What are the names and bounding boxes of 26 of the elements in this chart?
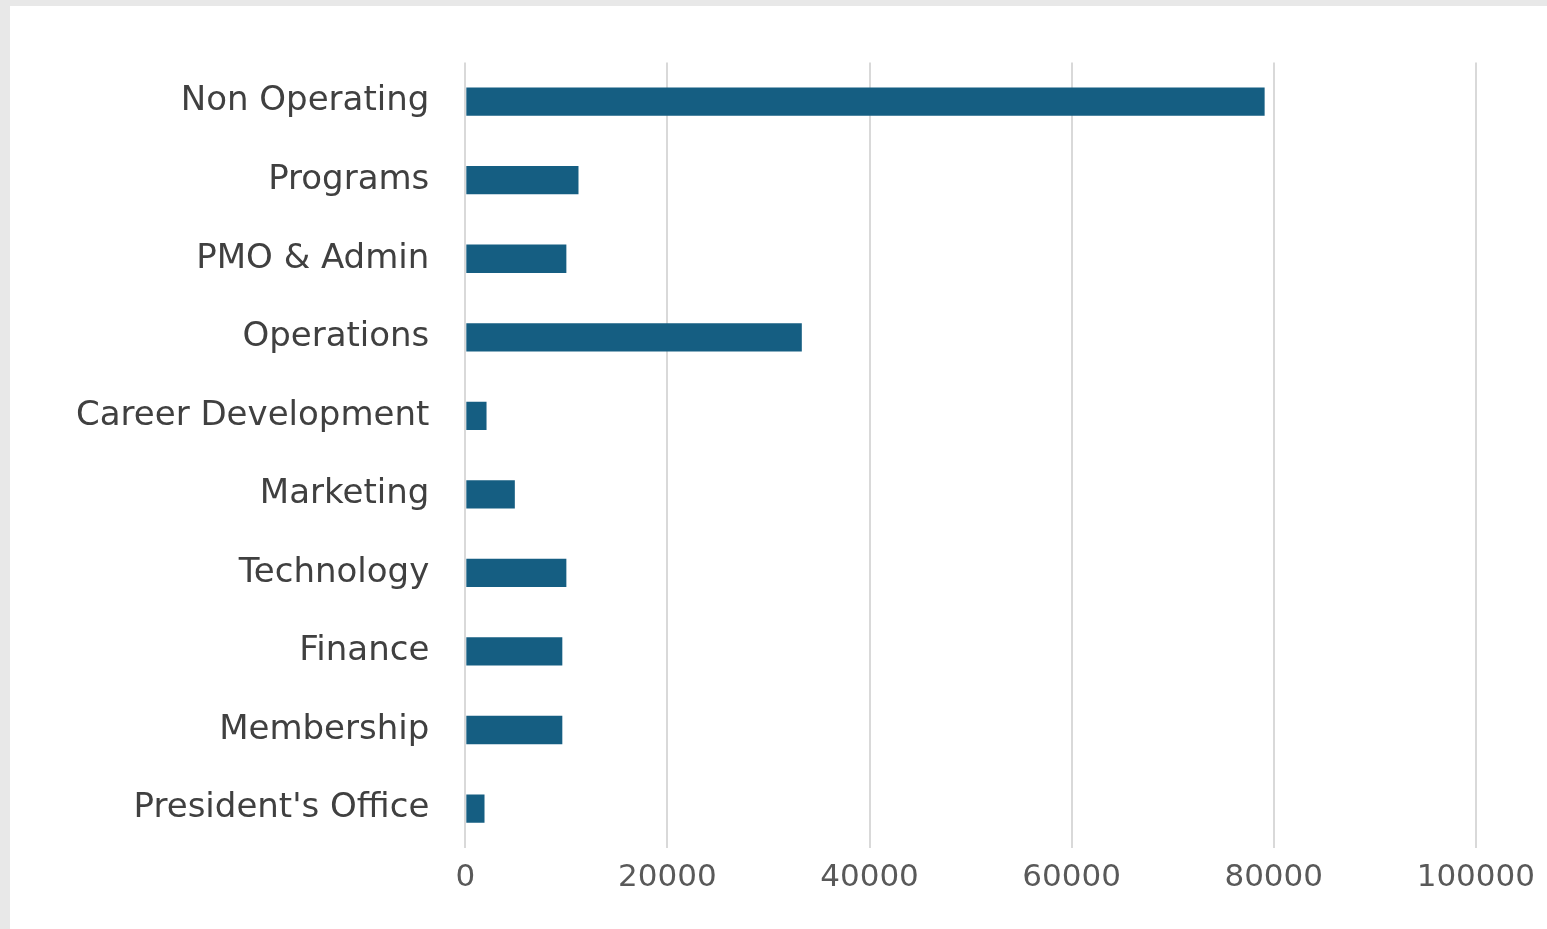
y-tick-label: Finance — [299, 628, 430, 669]
y-tick-label: Marketing — [259, 471, 430, 512]
y-tick-label: Operations — [242, 314, 430, 355]
bar — [466, 558, 567, 588]
bar — [466, 637, 563, 666]
bar — [466, 166, 579, 195]
bar — [466, 401, 487, 430]
y-tick-label: Non Operating — [180, 78, 430, 119]
bar — [466, 323, 802, 352]
bar — [466, 480, 515, 509]
bar — [466, 794, 485, 823]
bar — [466, 87, 1265, 116]
x-tick-label: 100000 — [1416, 857, 1535, 894]
x-tick-label: 20000 — [618, 857, 717, 894]
bar — [466, 715, 563, 745]
y-tick-label: PMO & Admin — [196, 235, 430, 276]
x-tick-label: 60000 — [1022, 857, 1121, 894]
x-tick-label: 80000 — [1224, 857, 1324, 894]
y-tick-label: Technology — [237, 549, 430, 590]
y-tick-label: President's Office — [133, 785, 430, 826]
bar — [466, 244, 567, 273]
y-tick-label: Programs — [268, 157, 430, 198]
x-tick-label: 40000 — [820, 857, 919, 894]
y-tick-label: Career Development — [75, 392, 430, 433]
y-tick-label: Membership — [219, 706, 430, 747]
x-tick-label: 0 — [455, 857, 476, 894]
